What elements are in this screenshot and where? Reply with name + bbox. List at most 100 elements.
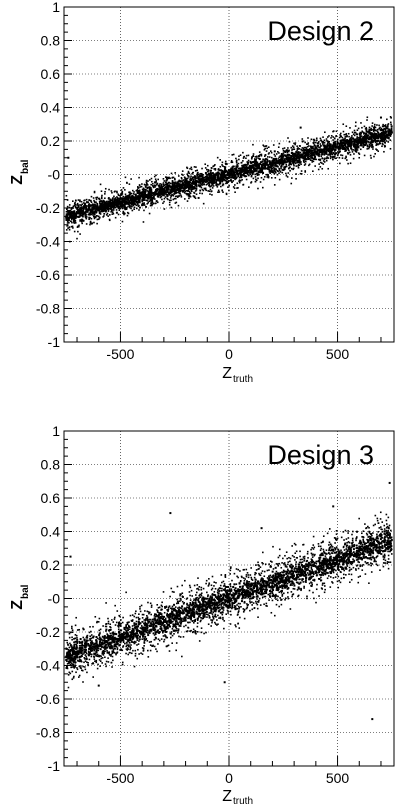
y-tick-label: 0.6: [41, 66, 61, 82]
scatter-point: [213, 179, 216, 182]
scatter-point: [178, 183, 181, 186]
scatter-point: [206, 601, 209, 603]
scatter-point: [328, 528, 331, 530]
x-tick-label: -500: [106, 346, 134, 362]
scatter-point: [113, 643, 116, 646]
scatter-point: [364, 141, 367, 144]
scatter-point: [131, 189, 134, 192]
scatter-point: [349, 143, 352, 146]
scatter-point: [170, 206, 173, 209]
scatter-point: [302, 581, 305, 583]
scatter-point: [168, 204, 171, 206]
scatter-point: [235, 159, 238, 162]
scatter-point: [330, 552, 333, 554]
scatter-point: [66, 219, 69, 222]
scatter-point: [375, 134, 378, 137]
scatter-point: [215, 172, 218, 175]
scatter-point: [84, 215, 87, 218]
scatter-point: [181, 190, 183, 192]
scatter-point: [160, 195, 163, 198]
scatter-point: [277, 161, 280, 164]
scatter-point: [287, 147, 289, 149]
scatter-point: [268, 166, 271, 169]
scatter-point: [291, 151, 294, 154]
scatter-point: [186, 173, 189, 176]
scatter-point: [273, 184, 276, 186]
scatter-point: [113, 191, 116, 193]
scatter-point: [310, 151, 313, 154]
scatter-point: [81, 211, 84, 214]
scatter-point: [225, 193, 228, 196]
scatter-point: [310, 138, 313, 141]
scatter-point: [385, 127, 388, 130]
scatter-point: [137, 187, 140, 189]
scatter-point: [212, 165, 214, 168]
scatter-point: [208, 183, 211, 186]
scatter-point: [122, 645, 125, 647]
scatter-point: [370, 129, 373, 132]
scatter-point: [189, 195, 192, 198]
scatter-point: [199, 185, 202, 188]
scatter-point: [348, 151, 351, 154]
scatter-point: [376, 142, 378, 145]
scatter-point: [334, 146, 337, 149]
scatter-point: [155, 181, 157, 184]
scatter-point: [183, 189, 185, 191]
scatter-point: [387, 141, 390, 143]
scatter-point: [198, 184, 201, 187]
scatter-point: [181, 182, 184, 185]
scatter-point: [115, 211, 118, 214]
scatter-point: [112, 211, 114, 213]
scatter-point: [385, 529, 388, 532]
scatter-point: [210, 179, 213, 182]
scatter-point: [370, 132, 373, 135]
scatter-point: [224, 601, 226, 603]
scatter-point: [354, 131, 357, 134]
scatter-point: [278, 167, 280, 170]
scatter-point: [260, 572, 263, 574]
scatter-point: [362, 539, 365, 542]
scatter-point: [295, 177, 297, 180]
scatter-point: [213, 168, 216, 170]
scatter-point: [375, 133, 378, 136]
scatter-point: [176, 585, 179, 588]
scatter-point: [218, 603, 221, 606]
scatter-point: [248, 174, 250, 177]
scatter-point: [128, 621, 130, 623]
scatter-point: [124, 207, 127, 210]
scatter-point: [171, 590, 174, 593]
scatter-point: [72, 666, 75, 668]
scatter-point: [125, 200, 128, 203]
scatter-point: [343, 141, 345, 143]
scatter-point: [204, 167, 207, 169]
scatter-point: [266, 158, 269, 161]
scatter-point: [354, 145, 357, 148]
scatter-point: [205, 189, 208, 192]
scatter-point: [112, 621, 115, 623]
scatter-point: [155, 188, 158, 191]
scatter-point: [236, 169, 239, 172]
scatter-point: [277, 170, 279, 172]
scatter-point: [74, 634, 77, 636]
scatter-point: [356, 143, 359, 146]
scatter-point: [199, 192, 201, 195]
scatter-point: [119, 207, 121, 210]
scatter-point: [116, 197, 119, 199]
scatter-point: [305, 147, 308, 150]
scatter-point: [230, 613, 232, 616]
scatter-point: [93, 200, 96, 203]
scatter-point: [288, 167, 290, 170]
scatter-point: [183, 180, 186, 183]
scatter-point: [90, 201, 93, 204]
scatter-point: [71, 206, 74, 209]
scatter-point: [79, 199, 81, 202]
scatter-point: [76, 225, 79, 228]
scatter-point: [280, 156, 283, 159]
scatter-point: [331, 156, 334, 159]
scatter-point: [273, 165, 276, 167]
scatter-point: [320, 139, 322, 142]
scatter-point: [279, 160, 282, 163]
scatter-point: [229, 583, 232, 586]
scatter-point: [150, 202, 152, 205]
scatter-point: [69, 215, 72, 218]
